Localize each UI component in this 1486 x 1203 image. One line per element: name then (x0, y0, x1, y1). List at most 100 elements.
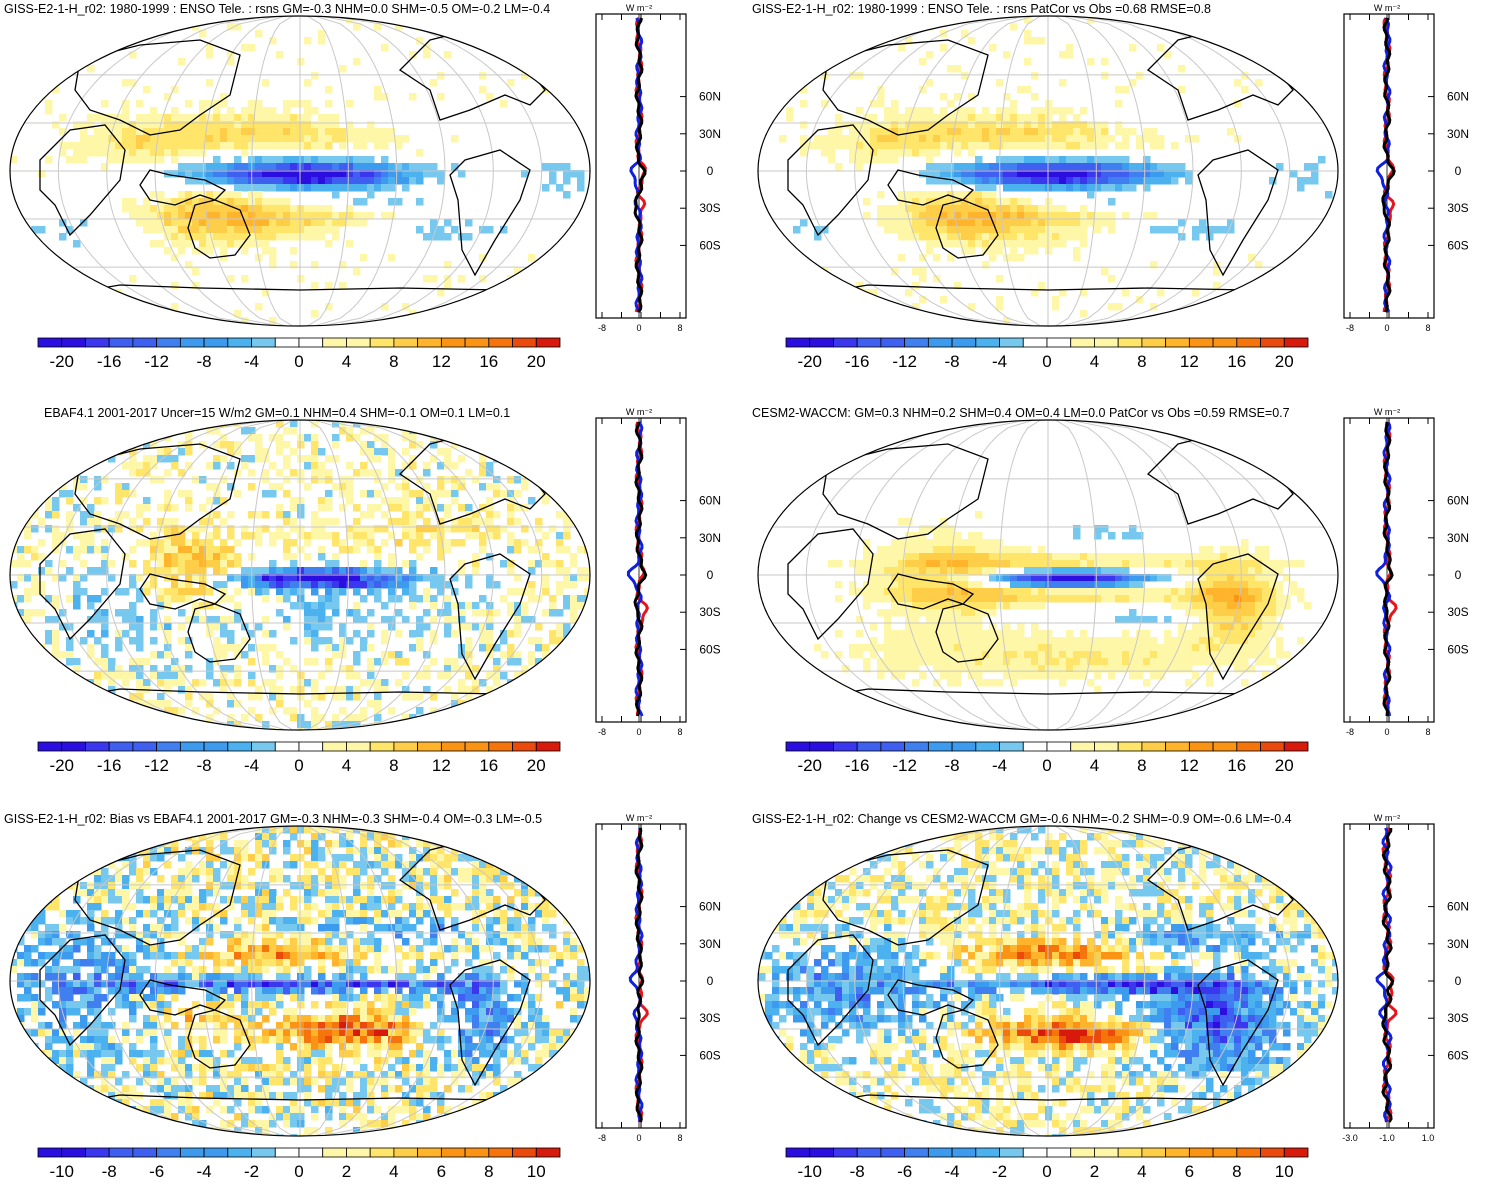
field-cell (1073, 637, 1081, 645)
field-cell (1038, 107, 1046, 115)
field-cell (164, 233, 172, 241)
field-cell (968, 303, 976, 311)
field-cell (206, 672, 214, 680)
field-cell (1269, 595, 1277, 603)
field-cell (24, 497, 32, 505)
field-cell (968, 198, 976, 206)
field-cell (549, 177, 557, 185)
field-cell (297, 212, 305, 220)
field-cell (451, 135, 459, 143)
field-cell (1143, 630, 1151, 638)
panel-5: GISS-E2-1-H_r02: Bias vs EBAF4.1 2001-20… (0, 810, 740, 1203)
field-cell (1066, 184, 1074, 192)
field-cell (374, 847, 382, 855)
field-cell (262, 574, 270, 582)
field-cell (1045, 163, 1053, 171)
field-cell (542, 163, 550, 171)
field-cell (1010, 254, 1018, 262)
field-cell (136, 707, 144, 715)
field-cell (1255, 588, 1263, 596)
field-cell (919, 630, 927, 638)
field-cell (1122, 630, 1130, 638)
field-cell (374, 581, 382, 589)
field-cell (1122, 644, 1130, 652)
field-cell (283, 616, 291, 624)
field-cell (1136, 142, 1144, 150)
field-cell (542, 665, 550, 673)
field-cell (311, 226, 319, 234)
field-cell (1248, 644, 1256, 652)
field-cell (115, 121, 123, 129)
field-cell (1017, 546, 1025, 554)
field-cell (1262, 574, 1270, 582)
field-cell (884, 616, 892, 624)
field-cell (346, 826, 354, 834)
field-cell (1332, 44, 1338, 52)
field-cell (1262, 546, 1270, 554)
field-cell (1164, 560, 1172, 568)
field-cell (255, 198, 263, 206)
field-cell (31, 504, 39, 512)
field-cell (269, 163, 277, 171)
field-cell (849, 560, 857, 568)
field-cell (66, 226, 74, 234)
field-cell (59, 532, 67, 540)
field-cell (297, 128, 305, 136)
field-cell (912, 658, 920, 666)
field-cell (381, 163, 389, 171)
field-cell (52, 630, 60, 638)
colorbar-tick-label: -20 (49, 352, 74, 371)
field-cell (332, 163, 340, 171)
field-cell (318, 525, 326, 533)
field-cell (430, 847, 438, 855)
field-cell (374, 455, 382, 463)
field-cell (1234, 560, 1242, 568)
field-cell (1262, 609, 1270, 617)
field-cell (1101, 553, 1109, 561)
field-cell (912, 114, 920, 122)
colorbar-box (322, 337, 347, 348)
field-cell (353, 567, 361, 575)
field-cell (157, 847, 165, 855)
field-cell (122, 609, 130, 617)
field-cell (381, 602, 389, 610)
field-cell (1311, 44, 1319, 52)
field-cell (192, 616, 200, 624)
field-cell (1192, 623, 1200, 631)
field-cell (933, 233, 941, 241)
field-cell (73, 149, 81, 157)
field-cell (521, 728, 529, 730)
field-cell (213, 637, 221, 645)
field-cell (304, 553, 312, 561)
field-cell (458, 623, 466, 631)
field-cell (451, 630, 459, 638)
field-cell (528, 469, 536, 477)
field-cell (549, 434, 557, 442)
field-cell (122, 588, 130, 596)
field-cell (1185, 637, 1193, 645)
field-cell (500, 595, 508, 603)
field-cell (143, 455, 151, 463)
field-cell (968, 226, 976, 234)
field-cell (577, 826, 585, 834)
field-cell (800, 219, 808, 227)
field-cell (479, 707, 487, 715)
field-cell (961, 191, 969, 199)
field-cell (437, 518, 445, 526)
field-cell (898, 665, 906, 673)
field-cell (199, 679, 207, 687)
field-cell (409, 581, 417, 589)
field-cell (248, 511, 256, 519)
field-cell (521, 525, 529, 533)
field-cell (996, 114, 1004, 122)
field-cell (870, 149, 878, 157)
field-cell (241, 455, 249, 463)
field-cell (870, 588, 878, 596)
field-cell (234, 219, 242, 227)
field-cell (17, 490, 25, 498)
field-cell (283, 518, 291, 526)
field-cell (1052, 595, 1060, 603)
field-cell (367, 184, 375, 192)
field-cell (367, 177, 375, 185)
field-cell (577, 686, 585, 694)
